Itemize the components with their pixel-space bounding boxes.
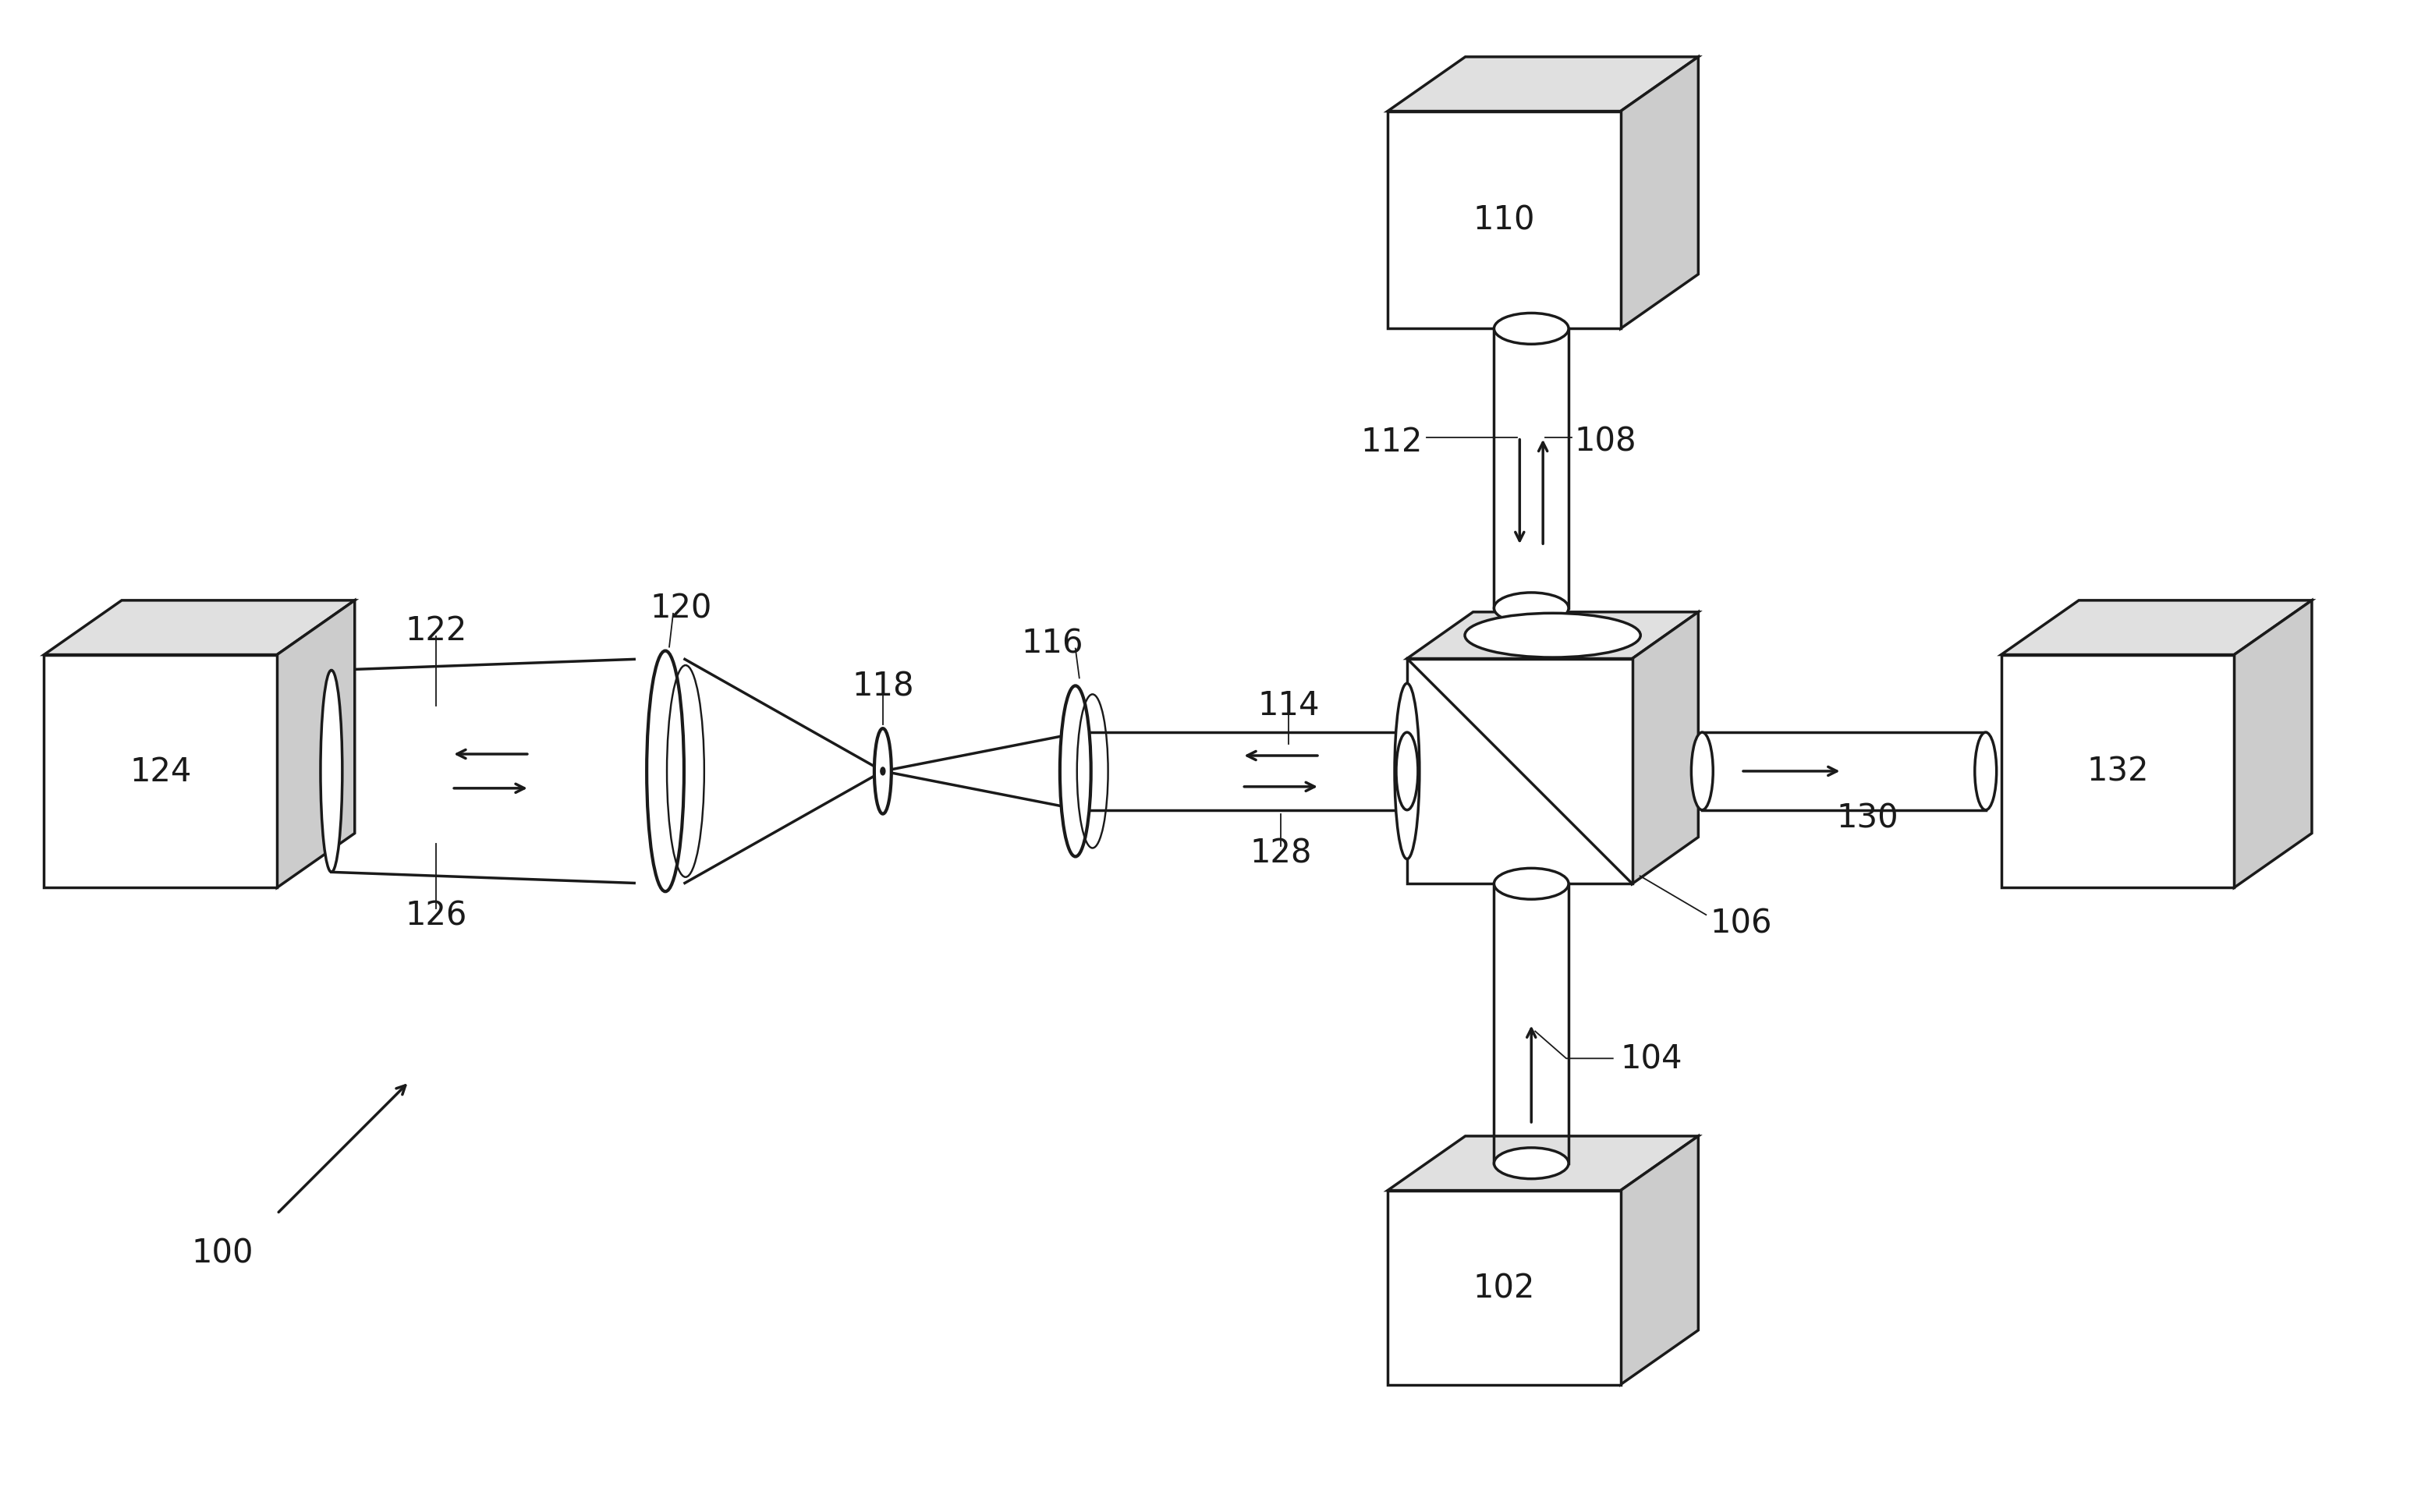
Ellipse shape bbox=[1493, 1148, 1569, 1179]
Polygon shape bbox=[1632, 612, 1698, 885]
Text: 124: 124 bbox=[129, 754, 192, 788]
Ellipse shape bbox=[1493, 868, 1569, 900]
Text: 128: 128 bbox=[1250, 836, 1311, 869]
Ellipse shape bbox=[1394, 683, 1420, 859]
Polygon shape bbox=[1389, 1136, 1698, 1190]
Ellipse shape bbox=[1690, 733, 1712, 810]
Text: 110: 110 bbox=[1474, 204, 1535, 237]
Ellipse shape bbox=[880, 768, 885, 776]
Text: 112: 112 bbox=[1359, 425, 1423, 458]
Polygon shape bbox=[1620, 1136, 1698, 1385]
Text: 116: 116 bbox=[1021, 627, 1082, 659]
Ellipse shape bbox=[321, 671, 343, 872]
Text: 104: 104 bbox=[1620, 1042, 1683, 1075]
Ellipse shape bbox=[647, 652, 683, 892]
Polygon shape bbox=[277, 600, 355, 888]
Text: 122: 122 bbox=[406, 614, 467, 647]
Ellipse shape bbox=[1493, 593, 1569, 624]
Polygon shape bbox=[2002, 655, 2235, 888]
Polygon shape bbox=[1389, 1190, 1620, 1385]
Ellipse shape bbox=[1065, 733, 1087, 810]
Text: 106: 106 bbox=[1710, 907, 1773, 939]
Polygon shape bbox=[1620, 57, 1698, 330]
Polygon shape bbox=[2235, 600, 2313, 888]
Ellipse shape bbox=[1060, 686, 1092, 857]
Polygon shape bbox=[1408, 659, 1632, 885]
Polygon shape bbox=[2002, 600, 2313, 655]
Text: 102: 102 bbox=[1474, 1272, 1535, 1303]
Text: 118: 118 bbox=[851, 670, 914, 703]
Text: 108: 108 bbox=[1574, 425, 1637, 458]
Polygon shape bbox=[44, 600, 355, 655]
Polygon shape bbox=[1389, 57, 1698, 112]
Ellipse shape bbox=[1975, 733, 1997, 810]
Ellipse shape bbox=[1464, 614, 1642, 658]
Text: 130: 130 bbox=[1836, 801, 1899, 835]
Text: 114: 114 bbox=[1257, 689, 1321, 721]
Ellipse shape bbox=[1396, 733, 1418, 810]
Text: 100: 100 bbox=[192, 1237, 253, 1269]
Text: 120: 120 bbox=[649, 593, 713, 624]
Text: 132: 132 bbox=[2087, 754, 2150, 788]
Polygon shape bbox=[1408, 612, 1698, 659]
Polygon shape bbox=[44, 655, 277, 888]
Ellipse shape bbox=[1493, 313, 1569, 345]
Ellipse shape bbox=[873, 729, 893, 813]
Polygon shape bbox=[1389, 112, 1620, 330]
Text: 126: 126 bbox=[406, 898, 467, 931]
